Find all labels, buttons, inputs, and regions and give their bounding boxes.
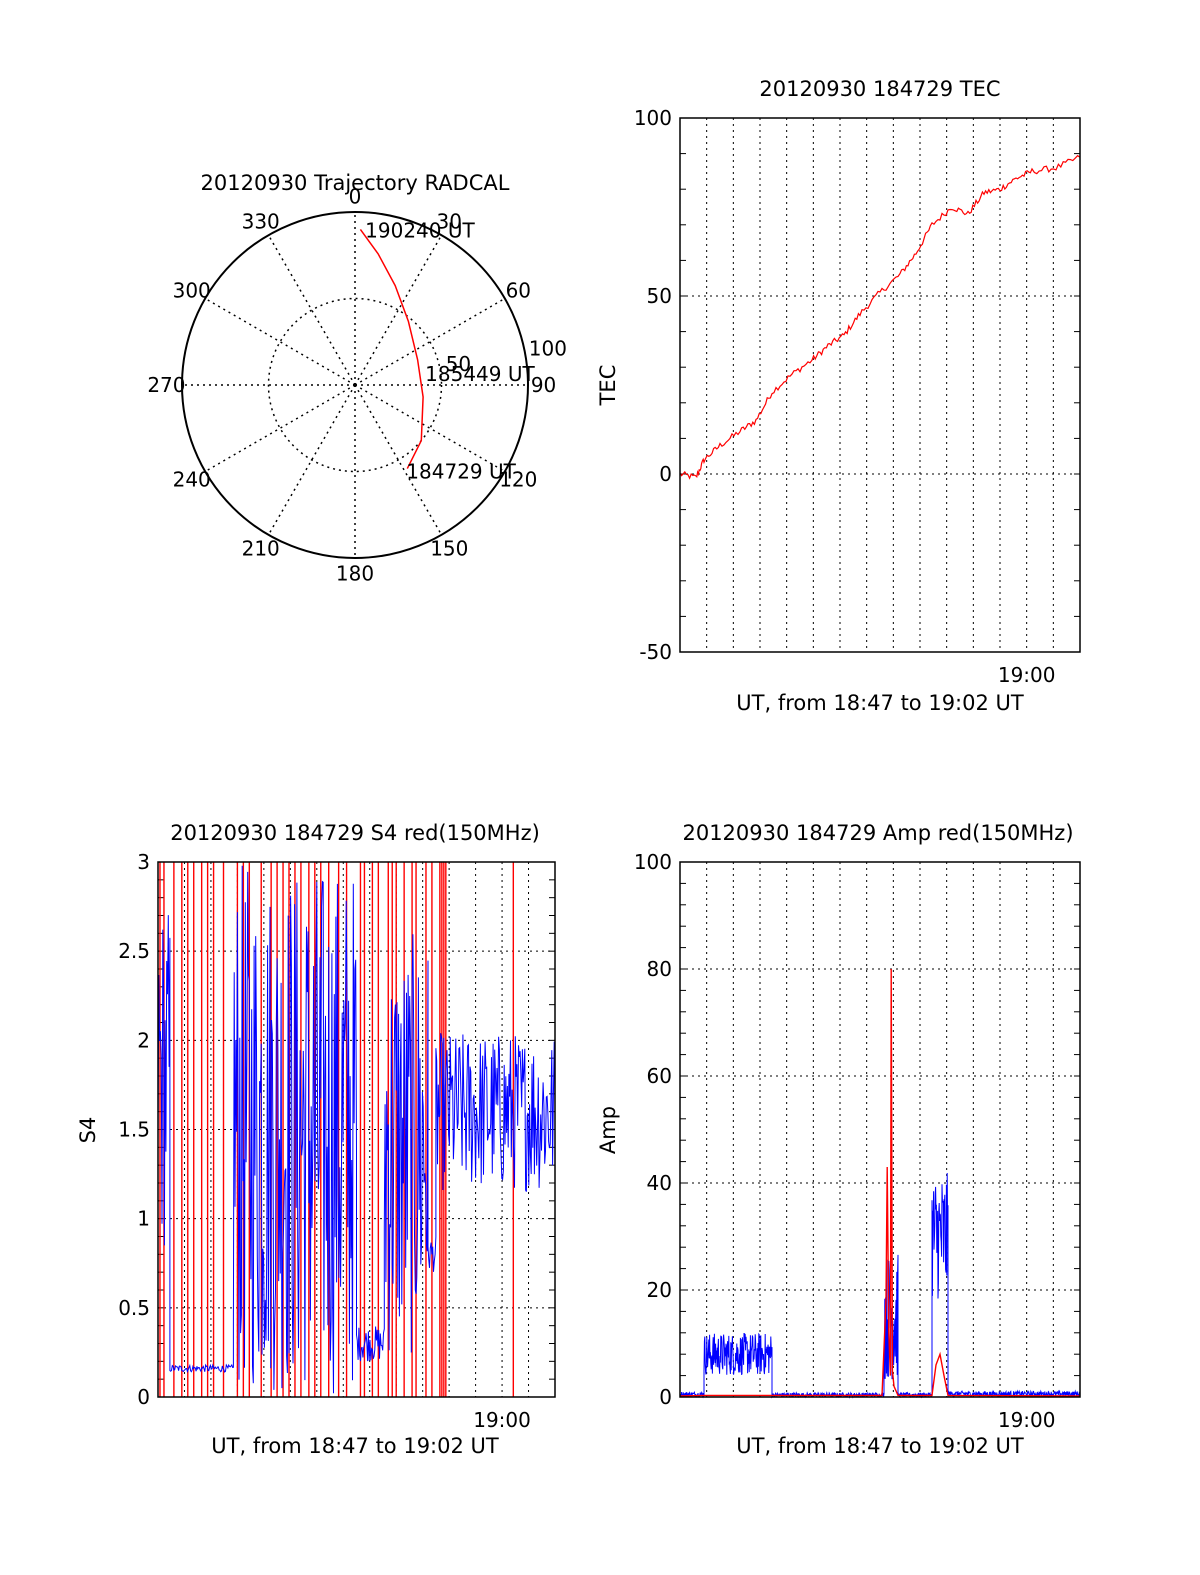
azimuth-tick-label: 270 bbox=[147, 373, 185, 397]
azimuth-gridline bbox=[354, 297, 506, 386]
azimuth-tick-label: 210 bbox=[242, 536, 280, 560]
azimuth-gridline bbox=[354, 384, 506, 473]
y-tick-label: 0.5 bbox=[118, 1296, 150, 1320]
plot-frame bbox=[679, 861, 1081, 1398]
azimuth-tick-label: 0 bbox=[349, 184, 362, 208]
amp-ylabel: Amp bbox=[596, 1106, 620, 1154]
trajectory-track bbox=[359, 228, 424, 469]
azimuth-gridline bbox=[354, 384, 443, 536]
amp-panel: 20120930 184729 Amp red(150MHz) Amp UT, … bbox=[596, 821, 1081, 1458]
trajectory-time-label: 190240 UT bbox=[365, 219, 475, 243]
y-tick-label: 0 bbox=[659, 462, 672, 486]
plot-frame bbox=[679, 117, 1081, 653]
tec-title: 20120930 184729 TEC bbox=[759, 77, 1000, 101]
trajectory-line bbox=[359, 228, 424, 469]
amp-title: 20120930 184729 Amp red(150MHz) bbox=[682, 821, 1073, 845]
y-tick-label: 3 bbox=[137, 850, 150, 874]
y-tick-label: 20 bbox=[647, 1278, 672, 1302]
s4-plot-area: 0 0.5 1 1.5 2 2.5 3 19:00 bbox=[118, 850, 556, 1432]
y-tick-label: 1.5 bbox=[118, 1118, 150, 1142]
radial-gridcircle bbox=[267, 297, 443, 473]
azimuth-gridline bbox=[267, 384, 356, 536]
plot-frame bbox=[157, 861, 556, 1398]
trajectory-panel: 20120930 Trajectory RADCAL 0 30 60 90 120 150… bbox=[147, 171, 567, 586]
amp-plot-area: 0 20 40 60 80 100 19:00 bbox=[634, 850, 1081, 1432]
y-tick-label: 60 bbox=[647, 1064, 672, 1088]
amp-xlabel: UT, from 18:47 to 19:02 UT bbox=[736, 1434, 1024, 1458]
radial-tick-label: 100 bbox=[529, 336, 567, 360]
trajectory-time-label: 185449 UT bbox=[425, 362, 535, 386]
y-tick-label: 40 bbox=[647, 1171, 672, 1195]
y-tick-label: 0 bbox=[659, 1385, 672, 1409]
s4-ylabel: S4 bbox=[76, 1117, 100, 1144]
trajectory-outer-circle bbox=[181, 211, 529, 559]
azimuth-tick-label: 60 bbox=[506, 279, 531, 303]
series-blue-line bbox=[679, 1172, 1081, 1399]
tec-panel: 20120930 184729 TEC TEC UT, from 18:47 t… bbox=[596, 77, 1081, 715]
x-tick-label: 19:00 bbox=[998, 1408, 1056, 1432]
azimuth-gridline bbox=[267, 234, 356, 386]
y-tick-label: -50 bbox=[639, 640, 672, 664]
y-tick-label: 0 bbox=[137, 1385, 150, 1409]
trajectory-grid bbox=[182, 212, 528, 558]
y-tick-label: 100 bbox=[634, 106, 672, 130]
trajectory-time-label: 184729 UT bbox=[406, 459, 516, 483]
azimuth-tick-label: 30 bbox=[437, 210, 462, 234]
azimuth-tick-label: 90 bbox=[531, 373, 556, 397]
tec-plot-area: -50 0 50 100 19:00 bbox=[634, 106, 1081, 687]
azimuth-gridline bbox=[204, 297, 356, 386]
y-tick-label: 50 bbox=[647, 284, 672, 308]
tec-ylabel: TEC bbox=[596, 365, 620, 407]
y-tick-label: 100 bbox=[634, 850, 672, 874]
y-tick-label: 80 bbox=[647, 957, 672, 981]
y-tick-label: 1 bbox=[137, 1207, 150, 1231]
azimuth-tick-label: 180 bbox=[336, 562, 374, 586]
azimuth-tick-label: 150 bbox=[430, 536, 468, 560]
trajectory-title: 20120930 Trajectory RADCAL bbox=[201, 171, 510, 195]
azimuth-tick-label: 120 bbox=[499, 467, 537, 491]
series-red-line bbox=[679, 968, 1081, 1397]
azimuth-gridline bbox=[354, 234, 443, 386]
s4-panel: 20120930 184729 S4 red(150MHz) S4 UT, fr… bbox=[76, 821, 556, 1458]
s4-xlabel: UT, from 18:47 to 19:02 UT bbox=[211, 1434, 499, 1458]
tec-line bbox=[679, 154, 1081, 480]
series-blue-line bbox=[157, 865, 556, 1394]
y-tick-label: 2 bbox=[137, 1028, 150, 1052]
x-tick-label: 19:00 bbox=[998, 663, 1056, 687]
azimuth-gridline bbox=[204, 384, 356, 473]
azimuth-tick-label: 240 bbox=[173, 467, 211, 491]
tec-xlabel: UT, from 18:47 to 19:02 UT bbox=[736, 691, 1024, 715]
radial-tick-label: 50 bbox=[446, 352, 471, 376]
x-tick-label: 19:00 bbox=[473, 1408, 531, 1432]
azimuth-tick-label: 300 bbox=[173, 279, 211, 303]
azimuth-tick-label: 330 bbox=[242, 210, 280, 234]
s4-title: 20120930 184729 S4 red(150MHz) bbox=[170, 821, 540, 845]
trajectory-labels: 0 30 60 90 120 150 180 210 240 270 300 330 50 100 1902… bbox=[147, 184, 567, 585]
y-tick-label: 2.5 bbox=[118, 939, 150, 963]
